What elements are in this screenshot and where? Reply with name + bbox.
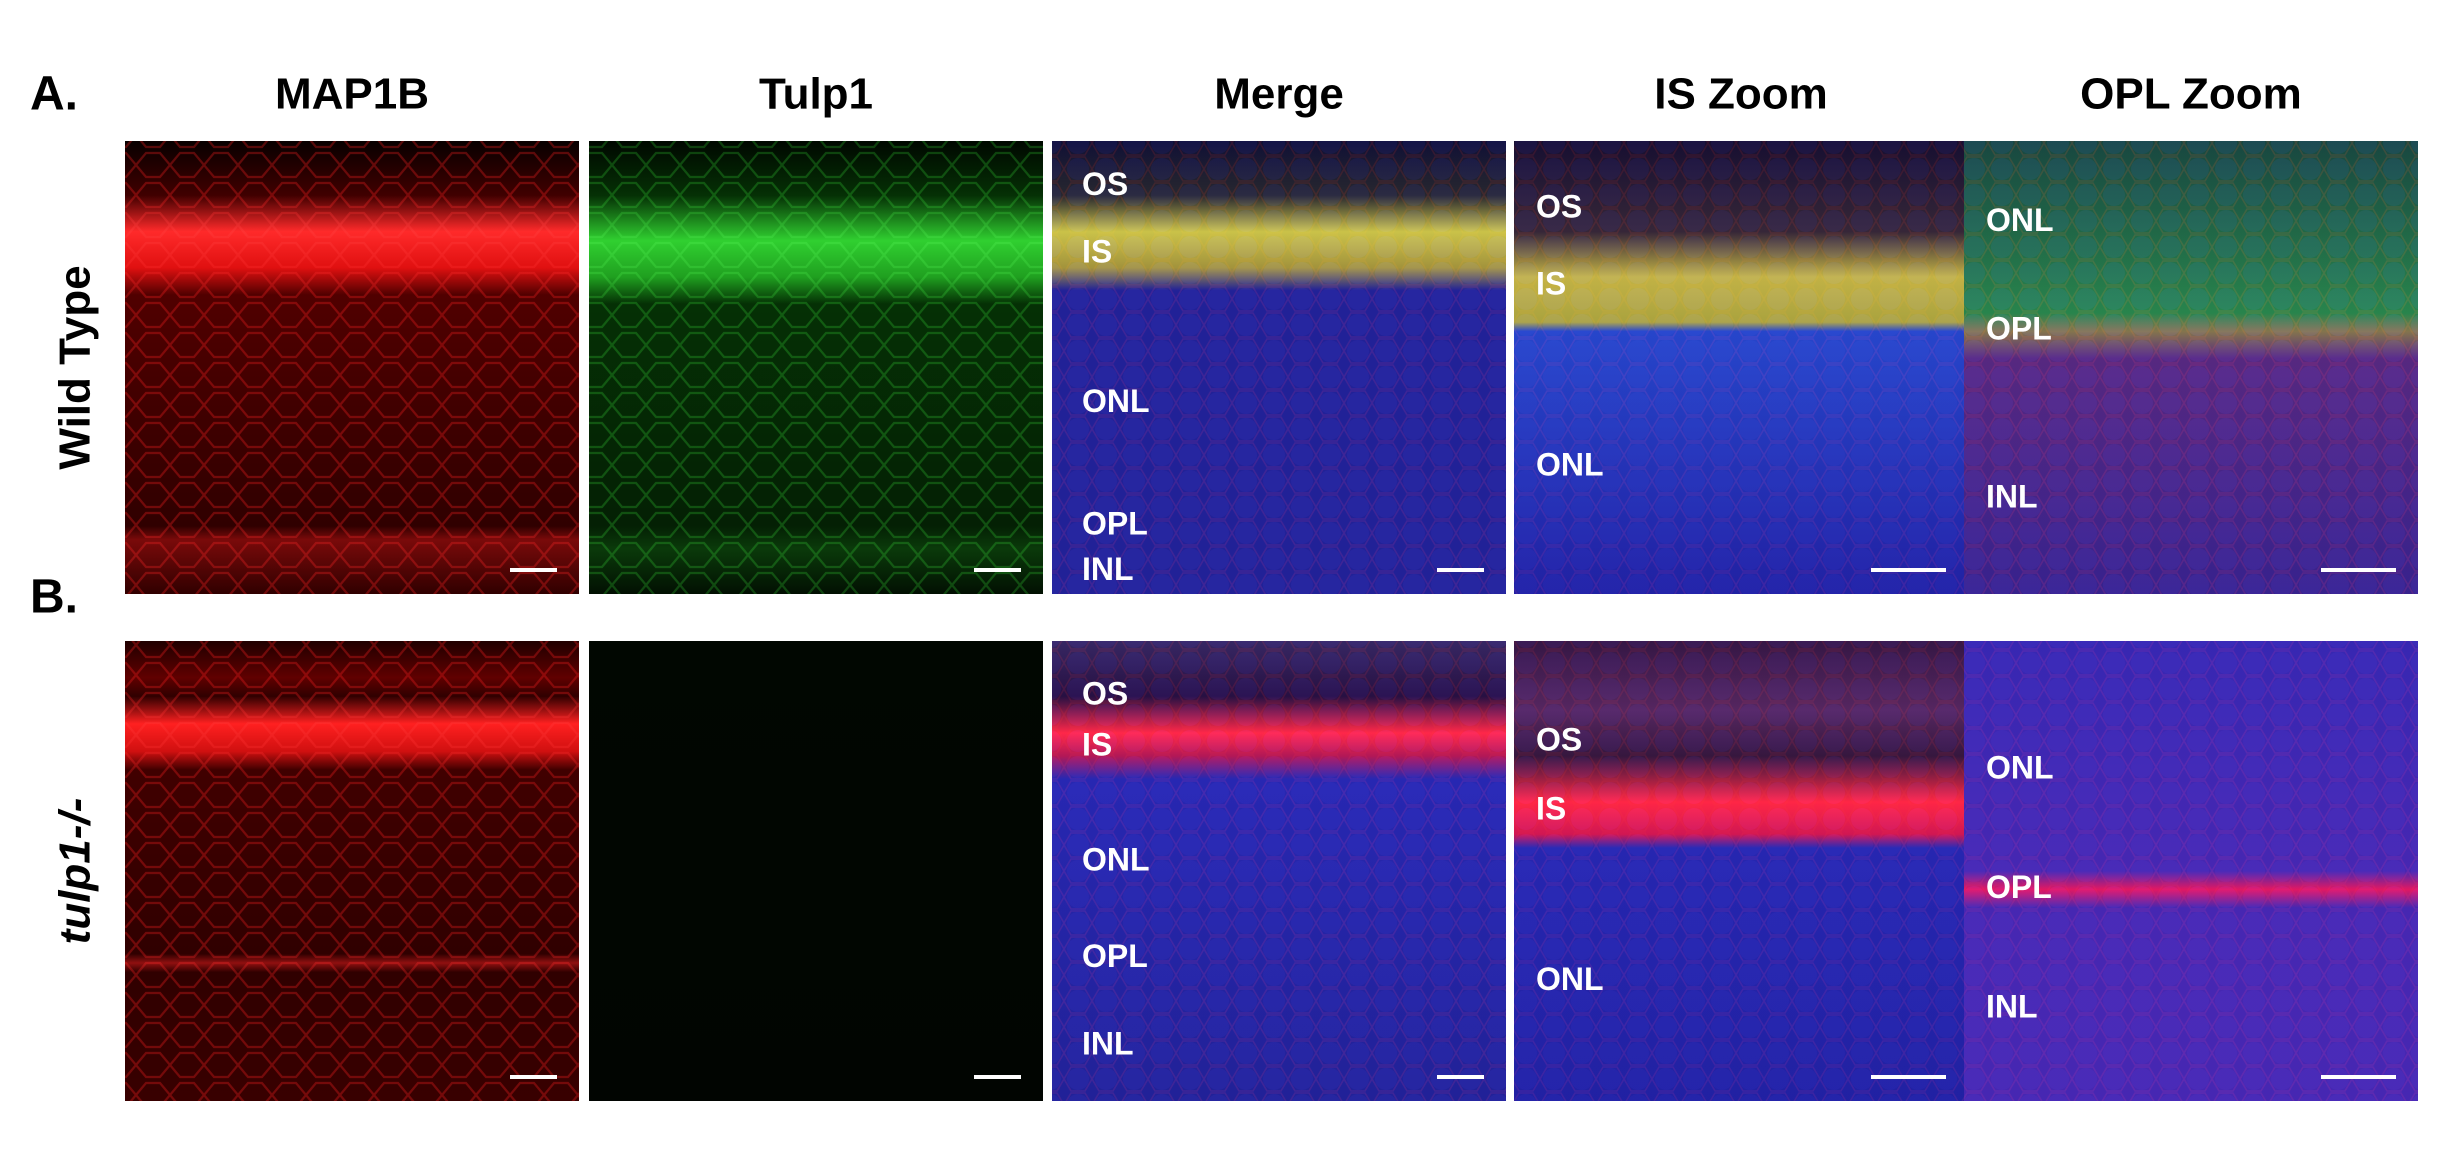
column-header: MAP1B [275, 70, 429, 119]
micrograph-panel: ONL OPL INL [1964, 141, 2418, 594]
micrograph-tint [1514, 641, 1968, 1101]
layer-label: OS [1082, 676, 1128, 712]
micrograph-panel: OS IS ONL OPL INL [1052, 641, 1506, 1101]
micrograph-tint [589, 141, 1043, 594]
layer-label: ONL [1536, 961, 1604, 997]
micrograph-panel: OS IS ONL [1514, 641, 1968, 1101]
micrograph-tint [1964, 141, 2418, 594]
layer-label: ONL [1986, 202, 2054, 238]
micrograph-tint [125, 641, 579, 1101]
layer-label: OPL [1082, 938, 1148, 974]
micrograph-tint [125, 141, 579, 594]
layer-label: IS [1082, 726, 1112, 762]
row-label: Wild Type [51, 265, 100, 469]
micrograph-panel: ONL OPL INL [1964, 641, 2418, 1101]
layer-label: ONL [1082, 841, 1150, 877]
micrograph-panel: OS IS ONL OPL INL [1052, 141, 1506, 594]
layer-label: INL [1986, 988, 2038, 1024]
micrograph-panel [125, 141, 579, 594]
micrograph-tint [589, 641, 1043, 1101]
panel-letter: B. [30, 571, 78, 624]
micrograph-panel [589, 141, 1043, 594]
layer-label: OPL [1986, 311, 2052, 347]
micrograph-panel [125, 641, 579, 1101]
layer-label: OPL [1986, 869, 2052, 905]
layer-label: ONL [1986, 749, 2054, 785]
column-header: OPL Zoom [2080, 70, 2302, 119]
micrograph-panel: OS IS ONL [1514, 141, 1968, 594]
layer-label: IS [1536, 265, 1566, 301]
layer-label: IS [1536, 791, 1566, 827]
micrograph-panel [589, 641, 1043, 1101]
layer-label: INL [1986, 478, 2038, 514]
layer-label: IS [1082, 234, 1112, 270]
layer-label: ONL [1536, 447, 1604, 483]
layer-label: OPL [1082, 506, 1148, 542]
column-header: Merge [1214, 70, 1344, 119]
layer-label: ONL [1082, 383, 1150, 419]
micrograph-tint [1052, 141, 1506, 594]
micrograph-tint [1964, 641, 2418, 1101]
layer-label: OS [1536, 188, 1582, 224]
layer-label: INL [1082, 1025, 1134, 1061]
micrograph-tint [1514, 141, 1968, 594]
layer-label: OS [1082, 166, 1128, 202]
panel-letter: A. [30, 68, 78, 121]
row-label: tulp1-/- [51, 798, 100, 945]
micrograph-tint [1052, 641, 1506, 1101]
column-header: IS Zoom [1654, 70, 1828, 119]
layer-label: OS [1536, 722, 1582, 758]
column-header: Tulp1 [759, 70, 873, 119]
layer-label: INL [1082, 551, 1134, 587]
